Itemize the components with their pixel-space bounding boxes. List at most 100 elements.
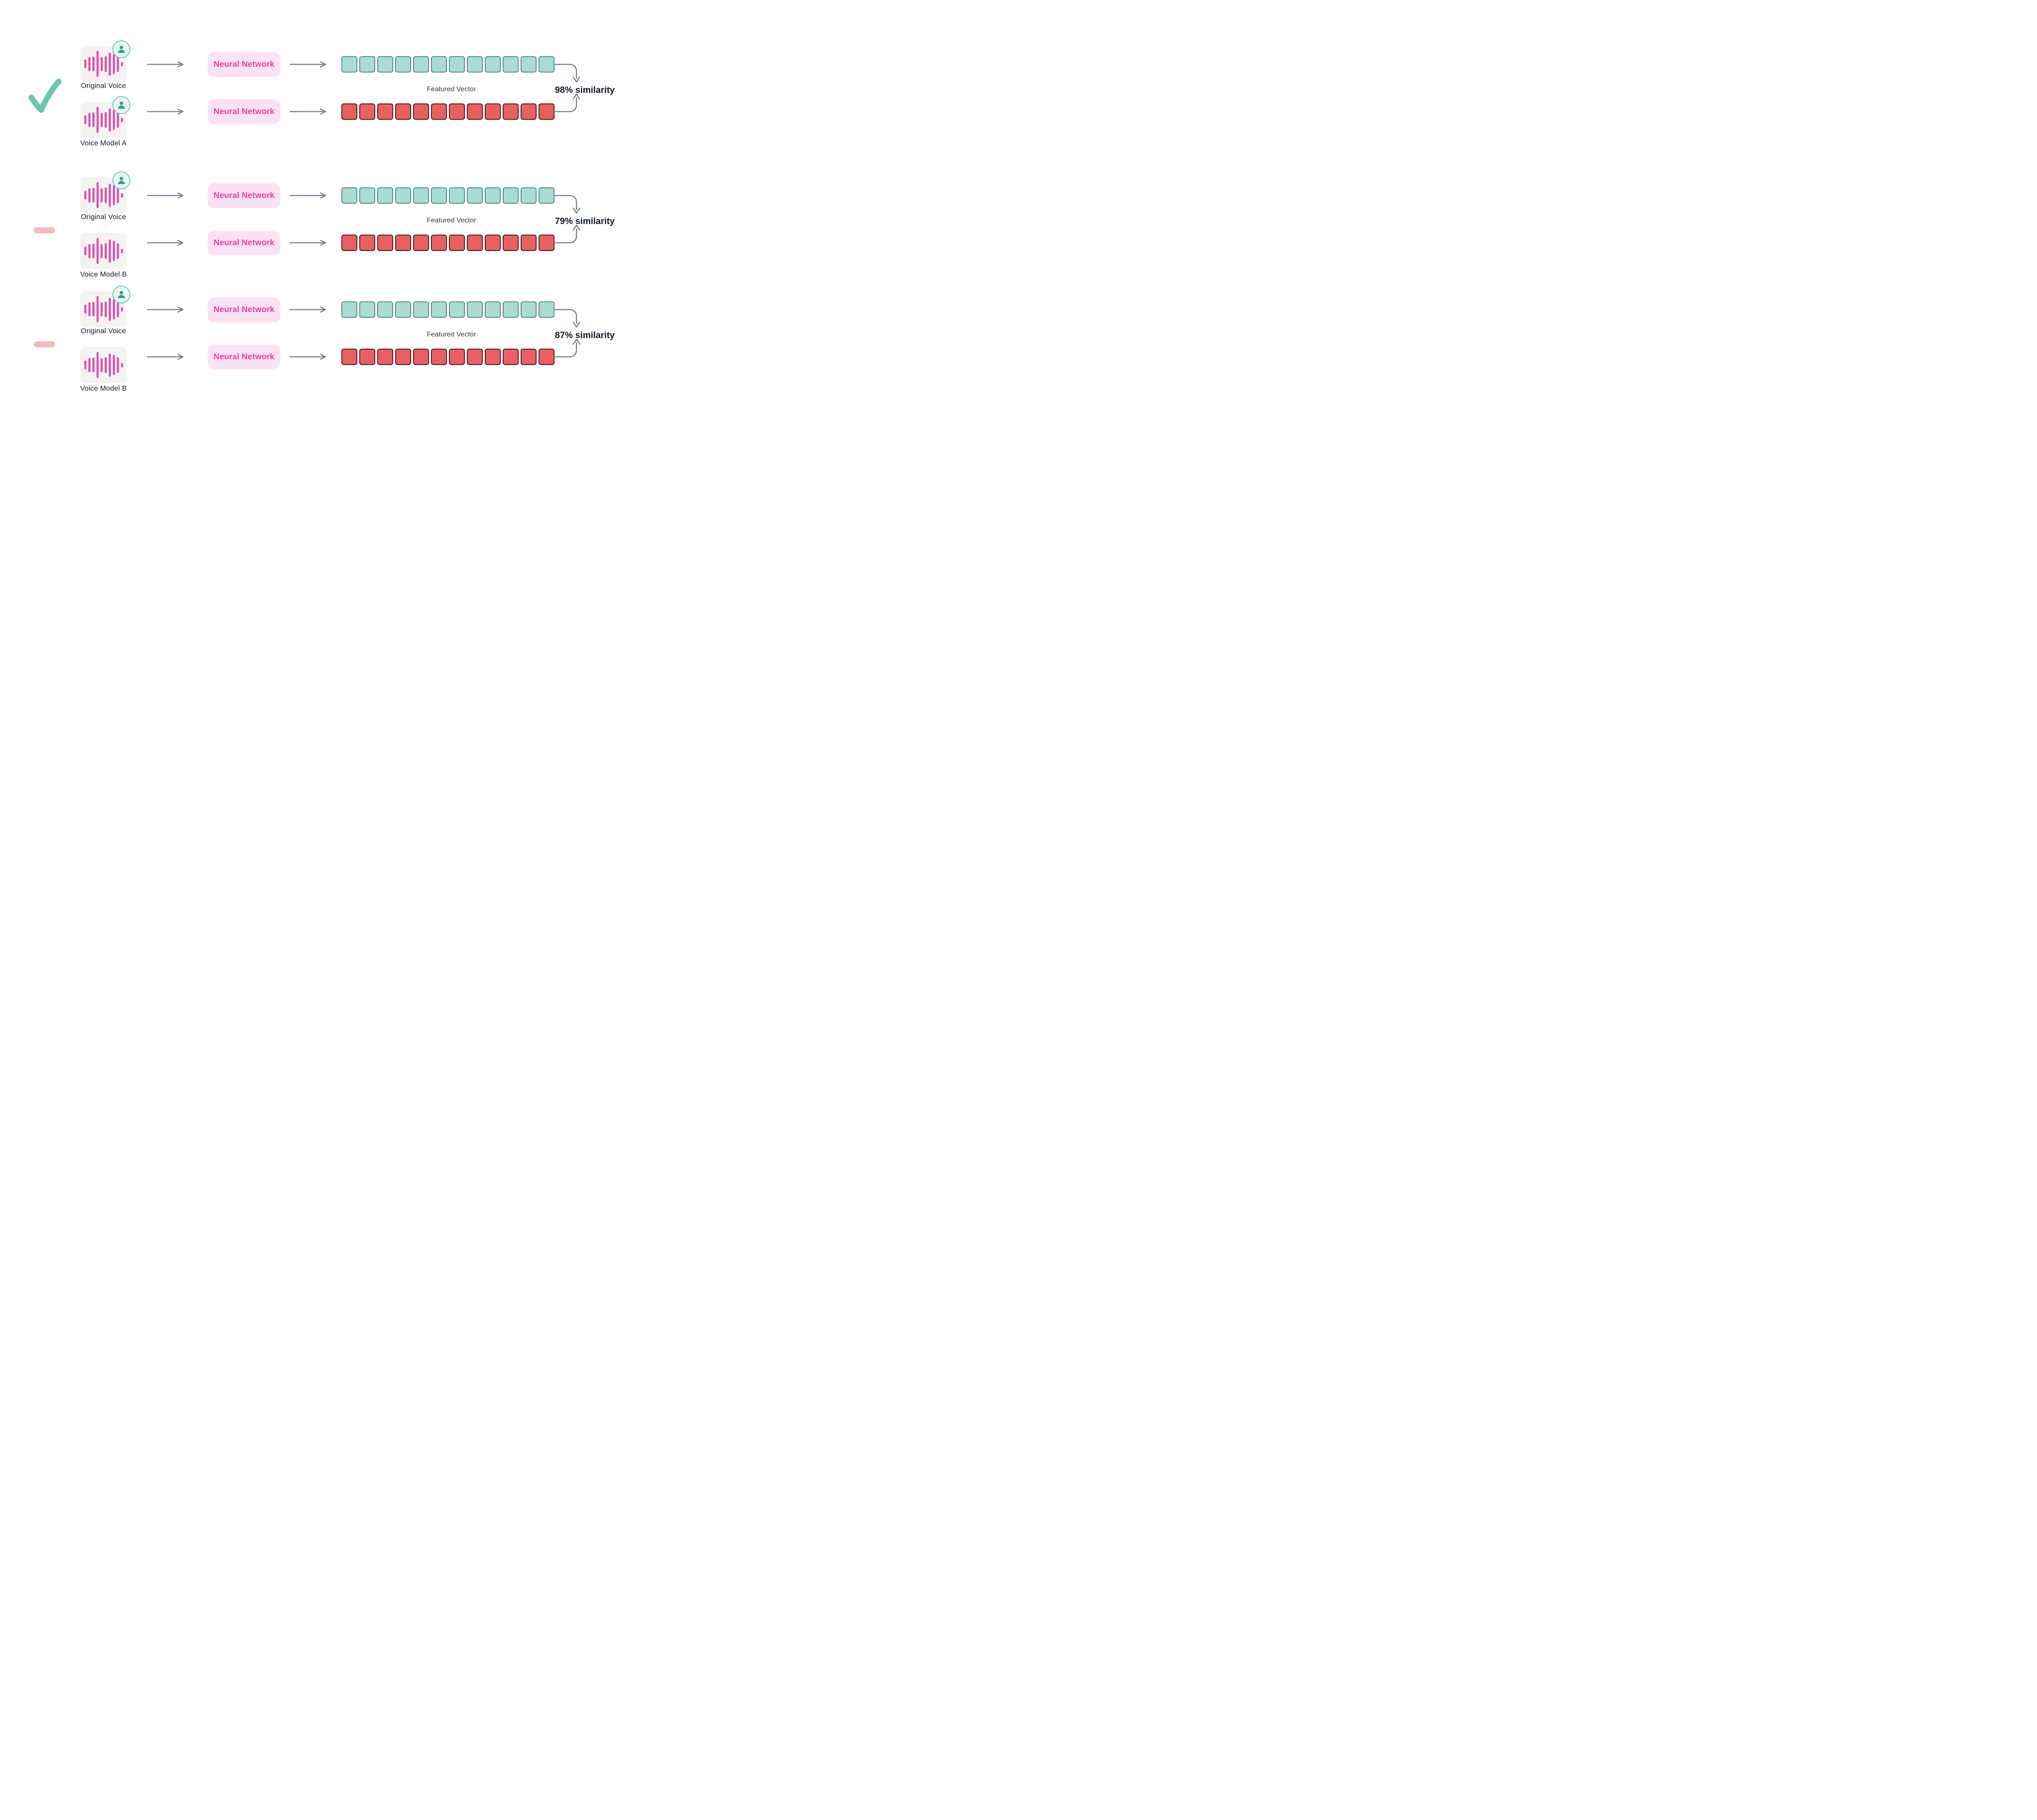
waveform-bar — [84, 305, 86, 314]
waveform-bar — [112, 185, 115, 205]
waveform-bar — [108, 183, 111, 207]
vector-cell-teal — [431, 56, 447, 73]
vector-cell-teal — [431, 301, 447, 318]
vector-cell-teal — [503, 301, 519, 318]
vector-cell-red — [431, 349, 447, 365]
vector-cell-teal — [359, 301, 375, 318]
arrow-right-icon — [289, 108, 326, 115]
neural-network-box: Neural Network — [208, 231, 280, 255]
waveform-bar — [100, 358, 103, 372]
source-voice-label: Original Voice — [81, 81, 126, 90]
vector-cell-red — [485, 349, 501, 365]
person-icon — [118, 46, 125, 53]
vector-cell-teal — [485, 187, 501, 204]
waveform-bar — [112, 54, 115, 74]
waveform-icon — [84, 291, 123, 327]
person-icon — [118, 101, 125, 109]
vector-cell-red — [521, 103, 537, 120]
waveform-bar — [104, 301, 107, 317]
arrow-right-icon — [289, 61, 326, 68]
vector-cell-teal — [359, 187, 375, 204]
vector-cell-teal — [521, 56, 537, 73]
waveform-bar — [104, 243, 107, 259]
vector-cell-teal — [467, 301, 483, 318]
vector-cell-teal — [395, 187, 411, 204]
vector-cell-teal — [503, 56, 519, 73]
comparison-row-1: Original Voice Voice Model A Neural Netw… — [0, 40, 629, 152]
waveform-icon — [84, 347, 123, 383]
vector-cell-teal — [521, 301, 537, 318]
source-voice-label: Original Voice — [81, 327, 126, 335]
similarity-score: 87% similarity — [555, 330, 615, 340]
original-voice-icon — [80, 171, 130, 213]
vector-cell-teal — [503, 187, 519, 204]
waveform-bar — [108, 52, 111, 76]
waveform-bar — [88, 244, 90, 258]
waveform-bar — [104, 112, 107, 128]
vector-cell-teal — [341, 187, 357, 204]
vector-cell-teal — [359, 56, 375, 73]
model-voice-label: Voice Model B — [80, 270, 127, 278]
featured-vector-source — [341, 56, 554, 73]
arrow-right-icon — [147, 354, 184, 360]
waveform-icon — [84, 177, 123, 213]
neural-network-box: Neural Network — [208, 99, 280, 124]
vector-cell-red — [539, 103, 554, 120]
vector-cell-red — [377, 103, 393, 120]
vector-cell-red — [521, 235, 537, 251]
featured-vector-source — [341, 301, 554, 318]
vector-cell-red — [413, 235, 429, 251]
vector-cell-teal — [521, 187, 537, 204]
similarity-score: 98% similarity — [555, 85, 615, 95]
waveform-bar — [100, 302, 103, 317]
comparison-row-3: Original Voice Voice Model B Neural Netw… — [0, 285, 629, 397]
waveform-icon — [84, 46, 123, 82]
featured-vector-label: Featured Vector — [427, 216, 476, 224]
neural-network-box: Neural Network — [208, 52, 280, 77]
vector-cell-red — [503, 235, 519, 251]
waveform-bar — [104, 357, 107, 373]
vector-cell-red — [521, 349, 537, 365]
waveform-icon — [84, 233, 123, 269]
waveform-bar — [96, 296, 99, 322]
waveform-bar — [108, 108, 111, 132]
merge-arrows-icon — [553, 64, 581, 112]
model-voice-label: Voice Model A — [80, 139, 127, 147]
waveform-bar — [112, 355, 115, 375]
featured-vector-model — [341, 235, 554, 251]
vector-cell-red — [341, 235, 357, 251]
waveform-bar — [88, 112, 90, 127]
featured-vector-model — [341, 103, 554, 120]
vector-cell-red — [377, 235, 393, 251]
waveform-bar — [108, 353, 111, 377]
waveform-bar — [96, 182, 99, 208]
waveform-bar — [92, 188, 95, 202]
vector-cell-red — [341, 349, 357, 365]
vector-cell-red — [503, 103, 519, 120]
waveform-bar — [92, 112, 95, 127]
model-voice-label: Voice Model B — [80, 384, 127, 392]
vector-cell-red — [431, 235, 447, 251]
vector-cell-red — [395, 349, 411, 365]
waveform-bar — [92, 244, 95, 258]
vector-cell-red — [359, 235, 375, 251]
vector-cell-red — [431, 103, 447, 120]
vector-cell-red — [395, 235, 411, 251]
waveform-bar — [92, 57, 95, 71]
arrow-right-icon — [147, 61, 184, 68]
vector-cell-teal — [467, 187, 483, 204]
waveform-bar — [96, 352, 99, 378]
vector-cell-teal — [413, 187, 429, 204]
featured-vector-source — [341, 187, 554, 204]
vector-cell-teal — [449, 301, 465, 318]
vector-cell-red — [449, 235, 465, 251]
waveform-bar — [88, 188, 90, 202]
arrow-right-icon — [289, 192, 326, 199]
vector-cell-red — [449, 349, 465, 365]
vector-cell-teal — [467, 56, 483, 73]
vector-cell-teal — [377, 56, 393, 73]
waveform-bar — [121, 62, 123, 66]
waveform-bar — [117, 301, 119, 317]
vector-cell-teal — [377, 187, 393, 204]
vector-cell-red — [467, 103, 483, 120]
